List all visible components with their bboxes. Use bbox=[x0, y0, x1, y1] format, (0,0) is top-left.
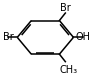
Text: OH: OH bbox=[76, 32, 91, 42]
Text: CH₃: CH₃ bbox=[59, 65, 78, 75]
Text: Br: Br bbox=[3, 32, 14, 42]
Text: Br: Br bbox=[60, 3, 71, 13]
